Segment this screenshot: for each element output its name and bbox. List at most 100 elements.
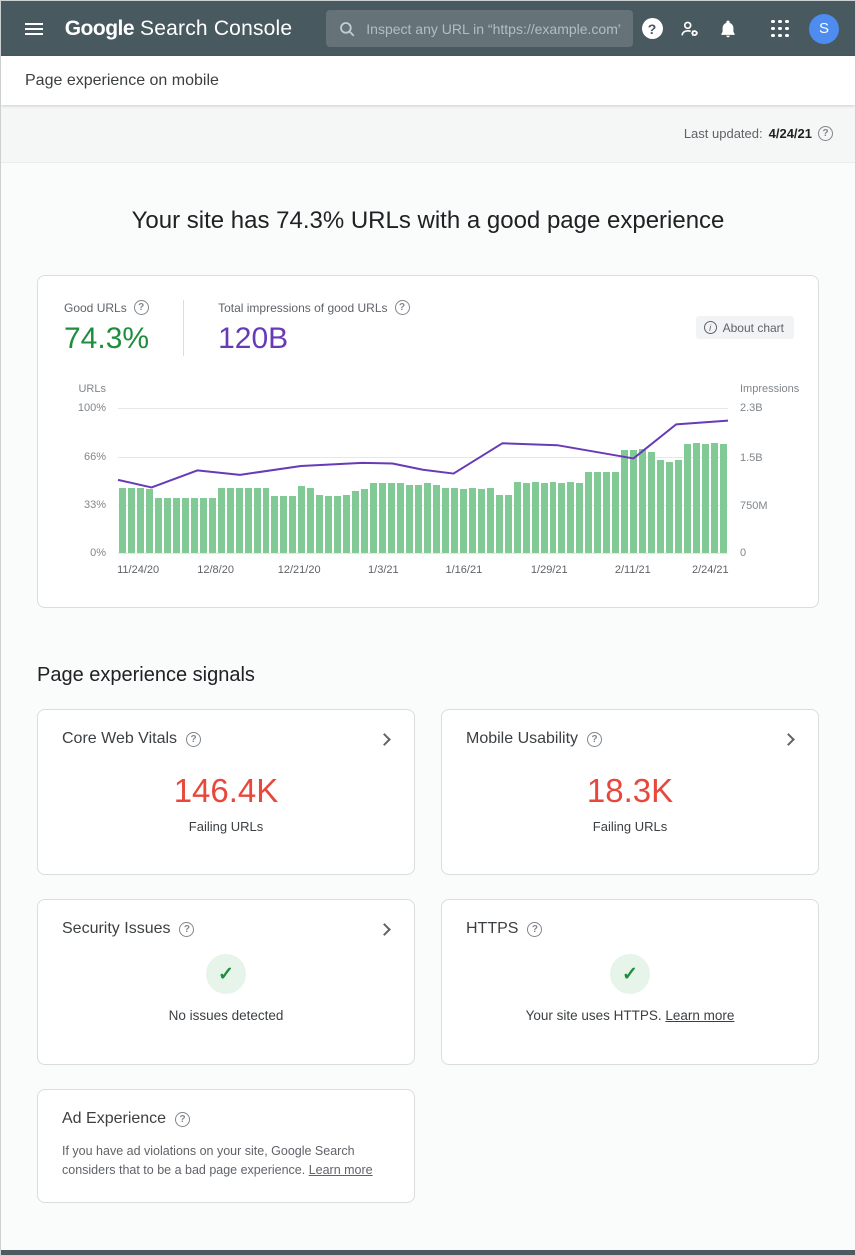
good-urls-bar[interactable]	[719, 444, 727, 553]
good-urls-bar[interactable]	[262, 487, 270, 553]
good-urls-bar[interactable]	[361, 489, 369, 553]
good-urls-bar[interactable]	[585, 471, 593, 553]
good-urls-bar[interactable]	[477, 489, 485, 553]
good-urls-bar[interactable]	[414, 484, 422, 553]
mobile-usability-card[interactable]: Mobile Usability 18.3K Failing URLs	[441, 709, 819, 875]
core-web-vitals-chevron-icon[interactable]	[378, 733, 390, 745]
good-urls-bar[interactable]	[540, 483, 548, 553]
good-urls-bar[interactable]	[136, 487, 144, 553]
good-urls-bar[interactable]	[208, 497, 216, 553]
good-urls-bar[interactable]	[450, 487, 458, 553]
good-urls-bar[interactable]	[621, 450, 629, 553]
security-issues-chevron-icon[interactable]	[378, 923, 390, 935]
good-urls-bar[interactable]	[468, 487, 476, 553]
last-updated-help-icon[interactable]	[818, 126, 833, 141]
good-urls-bar[interactable]	[325, 496, 333, 553]
good-urls-bar[interactable]	[666, 461, 674, 553]
security-issues-card[interactable]: Security Issues No issues detected	[37, 899, 415, 1065]
x-axis-label: 1/3/21	[368, 564, 399, 576]
menu-button[interactable]	[17, 11, 51, 47]
good-urls-bar[interactable]	[379, 483, 387, 553]
good-urls-bar[interactable]	[594, 471, 602, 553]
check-circle-icon	[610, 954, 650, 994]
core-web-vitals-help-icon[interactable]	[186, 731, 202, 747]
ad-experience-help-icon[interactable]	[175, 1111, 191, 1127]
good-urls-bar[interactable]	[370, 483, 378, 553]
good-urls-bar[interactable]	[307, 487, 315, 553]
good-urls-bar[interactable]	[244, 487, 252, 553]
good-urls-bar[interactable]	[388, 483, 396, 553]
good-urls-bar[interactable]	[657, 460, 665, 553]
good-urls-bar[interactable]	[693, 442, 700, 553]
good-urls-bar[interactable]	[406, 484, 413, 553]
apps-grid-icon[interactable]	[771, 19, 789, 38]
good-urls-bar[interactable]	[558, 483, 566, 553]
good-urls-bar[interactable]	[531, 481, 539, 553]
https-help-icon[interactable]	[527, 921, 543, 937]
good-urls-bar[interactable]	[145, 489, 153, 553]
good-urls-bar[interactable]	[217, 487, 225, 553]
good-urls-bar[interactable]	[567, 481, 575, 553]
good-urls-bar[interactable]	[675, 460, 683, 553]
mobile-usability-chevron-icon[interactable]	[782, 733, 794, 745]
good-urls-bar[interactable]	[316, 495, 324, 553]
good-urls-help-icon[interactable]	[133, 300, 149, 315]
ad-experience-learn-more-link[interactable]: Learn more	[308, 1163, 373, 1178]
good-urls-bar[interactable]	[235, 487, 243, 553]
good-urls-bar[interactable]	[226, 487, 234, 553]
about-chart-button[interactable]: About chart	[695, 316, 794, 339]
good-urls-bar[interactable]	[352, 490, 360, 553]
good-urls-bar[interactable]	[495, 495, 503, 553]
good-urls-bar[interactable]	[630, 450, 638, 553]
good-urls-bar[interactable]	[154, 497, 162, 553]
core-web-vitals-card[interactable]: Core Web Vitals 146.4K Failing URLs	[37, 709, 415, 875]
good-urls-bar[interactable]	[271, 496, 279, 553]
good-urls-bar[interactable]	[522, 483, 530, 553]
good-urls-bar[interactable]	[603, 471, 611, 553]
search-icon	[340, 21, 355, 36]
manage-users-button[interactable]	[671, 10, 709, 48]
https-card[interactable]: HTTPS Your site uses HTTPS. Learn more	[441, 899, 819, 1065]
good-urls-bar[interactable]	[119, 487, 126, 553]
good-urls-bar[interactable]	[486, 487, 494, 553]
app-logo[interactable]: Google Search Console	[65, 17, 293, 41]
ad-experience-card[interactable]: Ad Experience If you have ad violations …	[37, 1089, 415, 1203]
good-urls-label: Good URLs	[64, 300, 127, 315]
help-button[interactable]	[633, 10, 671, 48]
good-urls-bar[interactable]	[199, 497, 207, 553]
good-urls-bar[interactable]	[334, 496, 342, 553]
good-urls-bar[interactable]	[163, 497, 171, 553]
good-urls-bar[interactable]	[576, 483, 584, 553]
good-urls-bar[interactable]	[612, 471, 620, 553]
good-urls-bar[interactable]	[432, 484, 440, 553]
good-urls-bar[interactable]	[280, 496, 288, 553]
good-urls-bar[interactable]	[172, 497, 180, 553]
good-urls-bar[interactable]	[289, 496, 297, 553]
good-urls-bar[interactable]	[684, 444, 691, 553]
good-urls-bar[interactable]	[513, 481, 521, 553]
https-learn-more-link[interactable]: Learn more	[665, 1008, 735, 1023]
notifications-button[interactable]	[709, 10, 747, 48]
good-urls-bar[interactable]	[343, 495, 351, 553]
good-urls-bar[interactable]	[441, 487, 449, 553]
good-urls-bar[interactable]	[298, 486, 306, 553]
good-urls-bar[interactable]	[397, 483, 404, 553]
security-issues-help-icon[interactable]	[179, 921, 195, 937]
avatar[interactable]: S	[809, 13, 839, 44]
good-urls-bar[interactable]	[549, 481, 557, 553]
good-urls-bar[interactable]	[190, 497, 198, 553]
good-urls-bar[interactable]	[423, 483, 431, 553]
good-urls-bar[interactable]	[701, 444, 709, 553]
good-urls-bar[interactable]	[648, 451, 656, 553]
url-inspect-searchbox[interactable]	[326, 10, 633, 47]
good-urls-bar[interactable]	[459, 489, 467, 553]
good-urls-bar[interactable]	[504, 495, 512, 553]
mobile-usability-help-icon[interactable]	[587, 731, 603, 747]
impressions-help-icon[interactable]	[394, 300, 410, 315]
good-urls-bar[interactable]	[181, 497, 189, 553]
good-urls-bar[interactable]	[710, 442, 718, 553]
search-input[interactable]	[366, 20, 621, 37]
good-urls-bar[interactable]	[639, 448, 647, 553]
good-urls-bar[interactable]	[127, 487, 135, 553]
good-urls-bar[interactable]	[253, 487, 261, 553]
